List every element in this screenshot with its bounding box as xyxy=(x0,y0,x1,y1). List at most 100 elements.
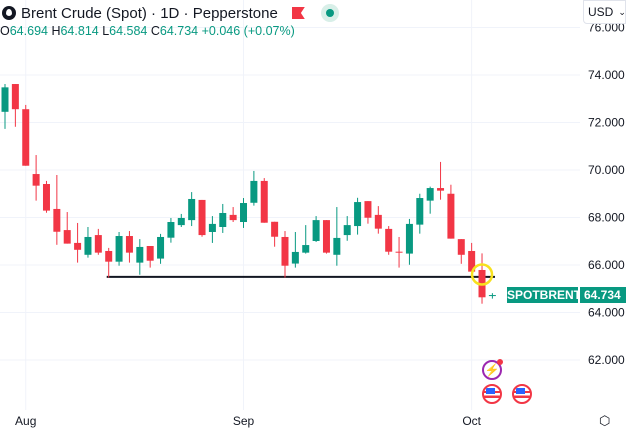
candle-body xyxy=(240,203,248,223)
candle xyxy=(188,192,196,227)
candle xyxy=(478,253,486,304)
candle xyxy=(219,203,227,233)
flag-icon[interactable] xyxy=(291,7,305,19)
us-flag-event-icon[interactable] xyxy=(512,384,532,404)
candle xyxy=(405,218,413,265)
candle xyxy=(260,178,268,223)
y-tick-label: 74.000 xyxy=(588,68,625,82)
candle-body xyxy=(105,250,113,262)
candle xyxy=(125,231,133,263)
candle-body xyxy=(322,220,330,253)
candle xyxy=(167,217,175,243)
candle-body xyxy=(457,239,465,255)
candle-body xyxy=(468,250,476,272)
candle xyxy=(343,216,351,241)
candle-body xyxy=(22,109,30,166)
candle xyxy=(281,231,289,278)
candle-body xyxy=(74,242,82,250)
candle-body xyxy=(94,235,102,253)
candle-body xyxy=(167,222,175,238)
settings-icon[interactable]: ⬡ xyxy=(599,413,611,428)
candle-body xyxy=(405,223,413,254)
candle-body xyxy=(291,251,299,264)
candle-body xyxy=(198,199,206,236)
candle xyxy=(94,228,102,255)
live-status-icon[interactable] xyxy=(320,4,339,22)
candle xyxy=(457,239,465,264)
candle-body xyxy=(219,212,227,227)
candle-body xyxy=(426,188,434,201)
y-tick-label: 68.000 xyxy=(588,211,625,225)
candle xyxy=(11,84,19,127)
candle xyxy=(302,225,310,254)
candle-body xyxy=(208,223,216,232)
candle-body xyxy=(395,251,403,253)
candle xyxy=(157,233,165,264)
candle-body xyxy=(333,237,341,255)
candle xyxy=(354,197,362,235)
logo-icon xyxy=(2,6,16,20)
ohlc-legend: O64.694 H64.814 L64.584 C64.734 +0.046 (… xyxy=(0,24,295,38)
candle-body xyxy=(416,198,424,225)
candle-body xyxy=(125,236,133,253)
candle-body xyxy=(447,193,455,239)
close-value: 64.734 xyxy=(159,24,199,38)
candle-body xyxy=(177,217,185,226)
y-tick-label: 76.000 xyxy=(588,21,625,35)
candle xyxy=(22,104,30,166)
candle xyxy=(84,227,92,258)
y-tick-label: 72.000 xyxy=(588,116,625,130)
us-flag-event-icon[interactable] xyxy=(482,384,502,404)
candle-body xyxy=(115,236,123,262)
candle xyxy=(447,184,455,239)
candle xyxy=(42,180,50,213)
candle xyxy=(250,170,258,206)
candle-body xyxy=(229,214,237,221)
candle xyxy=(63,212,71,244)
candle xyxy=(74,222,82,263)
candle xyxy=(146,246,154,268)
change-value: +0.046 (+0.07%) xyxy=(201,24,295,38)
candle-body xyxy=(385,228,393,252)
candle xyxy=(385,226,393,255)
high-label: H xyxy=(51,24,61,38)
candle-body xyxy=(157,236,165,259)
candle xyxy=(208,216,216,243)
currency-label: USD xyxy=(588,5,614,19)
candle-body xyxy=(136,246,144,263)
candle xyxy=(240,198,248,228)
candle xyxy=(115,231,123,266)
candle-body xyxy=(364,201,372,218)
candle xyxy=(395,236,403,268)
candle-body xyxy=(354,202,362,227)
candle-body xyxy=(343,225,351,236)
candle-body xyxy=(260,180,268,223)
candle xyxy=(416,193,424,234)
candle xyxy=(177,213,185,227)
candle-body xyxy=(312,220,320,242)
candle-body xyxy=(488,295,496,297)
candle-body xyxy=(63,230,71,244)
candle xyxy=(291,231,299,268)
candle xyxy=(229,207,237,223)
low-label: L xyxy=(102,24,110,38)
candle xyxy=(198,199,206,237)
last-price-tag: 64.734 xyxy=(580,287,626,303)
candle xyxy=(53,174,61,245)
candle xyxy=(437,161,445,200)
candle-body xyxy=(42,184,50,211)
candle xyxy=(426,186,434,214)
candle-body xyxy=(188,198,196,221)
open-value: 64.694 xyxy=(9,24,48,38)
candle xyxy=(32,155,40,201)
candle xyxy=(322,220,330,254)
notification-dot xyxy=(497,359,503,365)
candle xyxy=(312,216,320,242)
y-tick-label: 64.000 xyxy=(588,306,625,320)
candle-body xyxy=(84,236,92,255)
symbol-title[interactable]: Brent Crude (Spot) · 1D · Pepperstone xyxy=(21,4,278,22)
lightning-event-icon[interactable]: ⚡ xyxy=(482,359,503,380)
currency-chevron-icon: ⌄ xyxy=(618,6,626,17)
currency-selector[interactable]: USD ⌄ xyxy=(583,0,626,24)
